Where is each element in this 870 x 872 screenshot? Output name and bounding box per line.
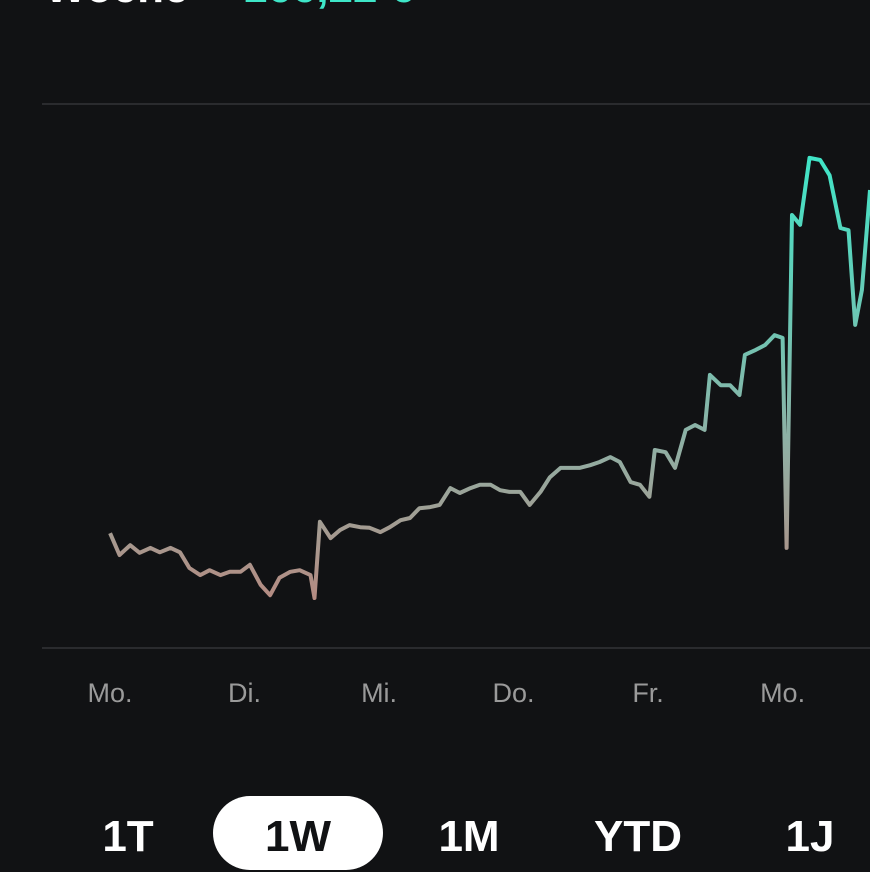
x-tick-label: Do. bbox=[493, 678, 535, 708]
period-title: Woche bbox=[45, 0, 188, 12]
x-tick-label: Mo. bbox=[88, 678, 133, 708]
price-line bbox=[108, 155, 870, 600]
x-tick-label: Di. bbox=[228, 678, 261, 708]
x-tick-label: Fr. bbox=[632, 678, 664, 708]
range-button[interactable]: 1M bbox=[438, 812, 499, 861]
range-button[interactable]: 1T bbox=[102, 812, 153, 861]
plot: Mo. Di. Mi. Do. Fr. Mo. bbox=[88, 155, 870, 708]
range-button[interactable]: YTD bbox=[594, 812, 682, 861]
range-button[interactable]: 1J bbox=[786, 812, 835, 861]
change-value: + 166,22 € bbox=[205, 0, 414, 12]
x-tick-label: Mi. bbox=[361, 678, 397, 708]
x-tick-label: Mo. bbox=[760, 678, 805, 708]
range-button[interactable]: 1W bbox=[265, 812, 331, 861]
selected-pill bbox=[213, 796, 383, 870]
range-selector: 1T 1W 1M YTD 1J bbox=[102, 796, 834, 870]
